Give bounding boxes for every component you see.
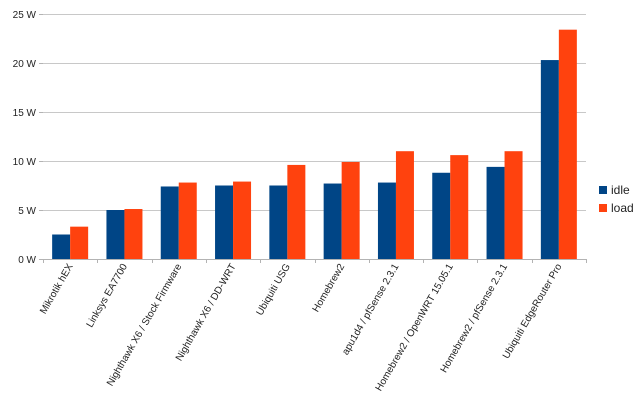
y-tick-label: 25 W — [13, 10, 37, 21]
x-category-label: Ubiquiti EdgeRouter Pro — [501, 262, 565, 361]
y-tick-label: 0 W — [18, 255, 36, 266]
bar-load — [287, 164, 306, 259]
x-axis — [43, 259, 587, 263]
bar-idle — [160, 186, 179, 259]
y-axis-ticks: 0 W 5 W 10 W 15 W 20 W 25 W — [13, 10, 43, 266]
bar-load — [504, 151, 523, 259]
x-category-label: Linksys EA7700 — [85, 262, 131, 330]
x-axis-labels: Mikrotik hEX Linksys EA7700 Nighthawk X6 /… — [38, 262, 565, 394]
legend-swatch-idle — [599, 186, 607, 194]
bar-idle — [323, 183, 342, 259]
bar-load — [395, 151, 414, 259]
legend-label-load: load — [611, 201, 634, 215]
bar-load — [341, 161, 360, 259]
y-tick-label: 10 W — [13, 157, 37, 168]
legend: idle load — [599, 183, 634, 215]
x-category-label: Homebrew2 — [311, 262, 348, 315]
bar-idle — [215, 185, 234, 259]
bar-load — [124, 209, 143, 259]
bar-load — [178, 182, 197, 259]
bar-load — [70, 226, 89, 259]
bar-load — [450, 155, 469, 259]
bars — [52, 29, 577, 260]
legend-swatch-load — [599, 204, 607, 212]
bar-idle — [432, 172, 451, 259]
x-category-label: Mikrotik hEX — [38, 262, 76, 316]
bar-idle — [540, 60, 559, 260]
x-category-label: apu1d4 / pfSense 2.3.1 — [340, 262, 401, 357]
y-tick-label: 15 W — [13, 108, 37, 119]
bar-idle — [377, 182, 396, 259]
bar-idle — [106, 210, 125, 259]
bar-load — [558, 29, 577, 260]
y-tick-label: 20 W — [13, 59, 37, 70]
bar-idle — [52, 234, 71, 259]
y-tick-label: 5 W — [18, 206, 36, 217]
x-category-label: Nighthawk X6 / DD-WRT — [174, 262, 239, 363]
bar-idle — [486, 166, 505, 259]
x-category-label: Ubiquiti USG — [255, 262, 294, 318]
legend-label-idle: idle — [611, 183, 630, 197]
bar-idle — [269, 185, 288, 259]
bar-load — [233, 181, 252, 259]
